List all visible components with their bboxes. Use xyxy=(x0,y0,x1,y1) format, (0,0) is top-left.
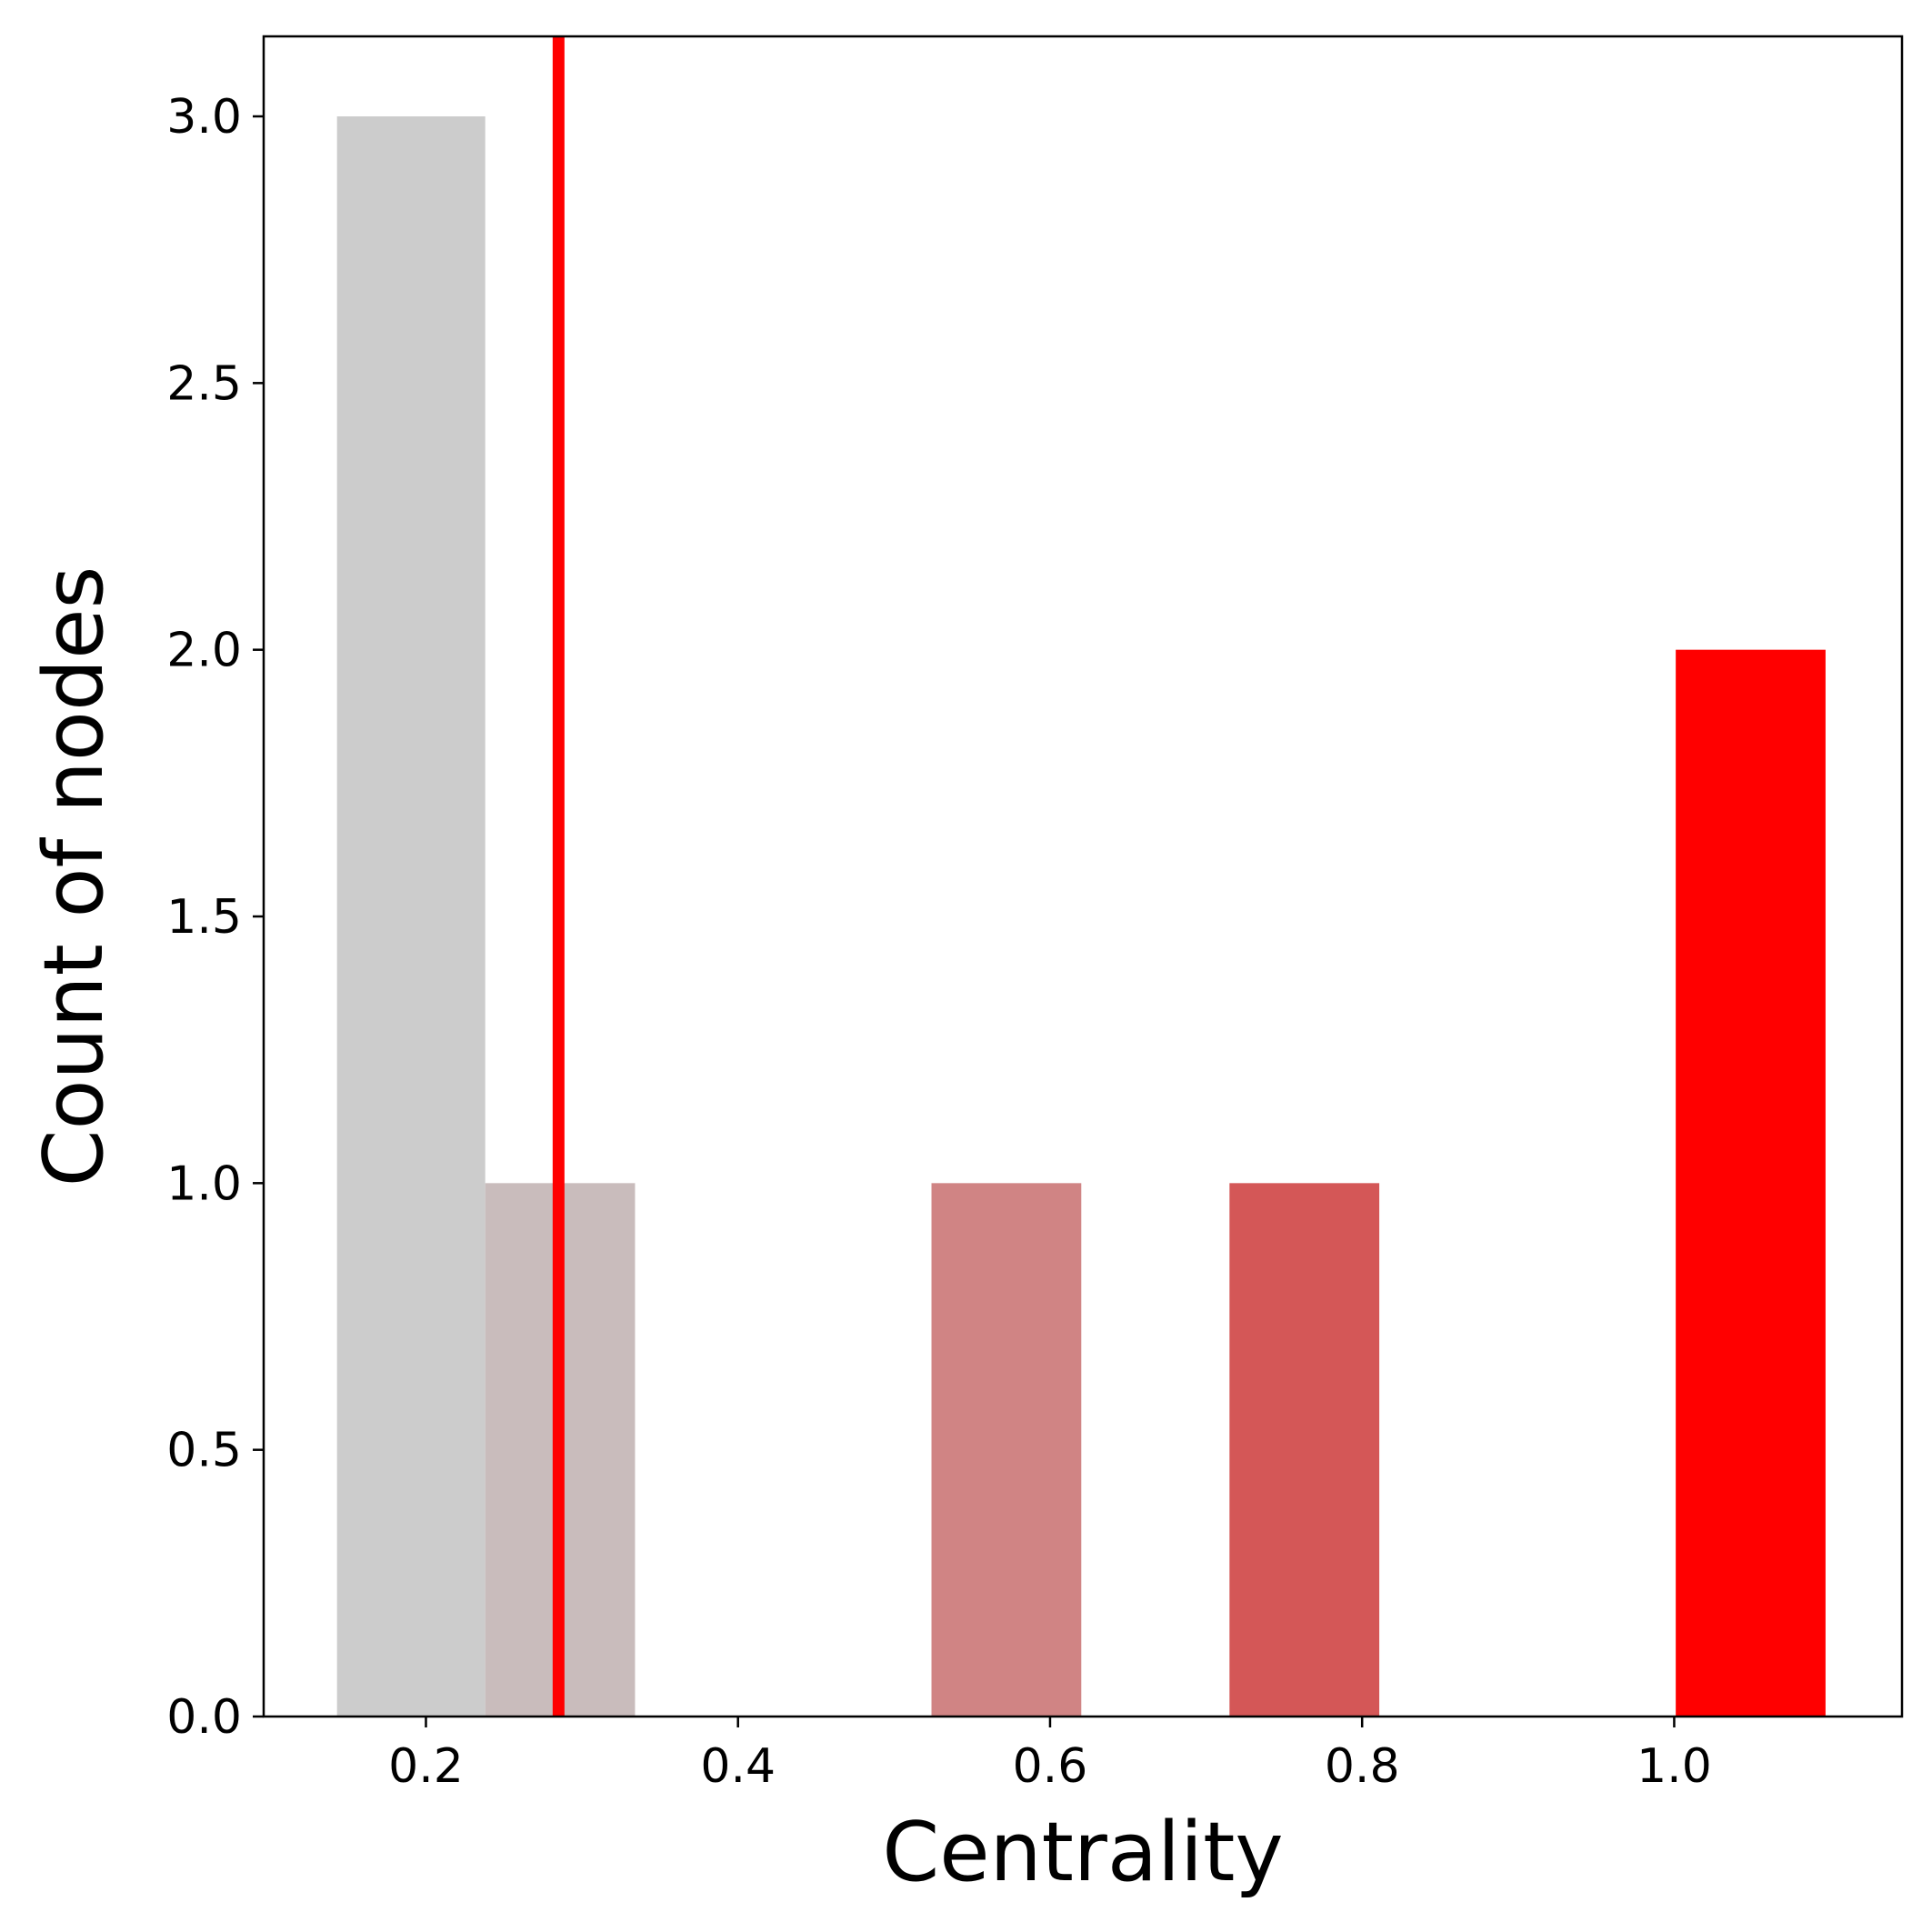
y-axis-title: Count of nodes xyxy=(26,566,122,1187)
plot-frame xyxy=(262,35,1904,1718)
bars-layer xyxy=(336,116,1826,1717)
histogram-bar-4 xyxy=(1229,1183,1380,1717)
histogram-bar-3 xyxy=(931,1183,1082,1717)
x-axis-title: Centrality xyxy=(882,1805,1283,1900)
x-tick-label: 1.0 xyxy=(1637,1739,1712,1794)
y-tick-label: 1.5 xyxy=(166,890,242,945)
y-tick-label: 2.0 xyxy=(166,624,242,678)
y-tick-label: 0.5 xyxy=(166,1424,242,1478)
x-tick-label: 0.4 xyxy=(700,1739,776,1794)
histogram-bar-5 xyxy=(1676,649,1826,1717)
x-tick-label: 0.6 xyxy=(1013,1739,1088,1794)
y-tick-label: 2.5 xyxy=(166,356,242,411)
y-tick-label: 1.0 xyxy=(166,1156,242,1211)
x-tick-label: 0.2 xyxy=(388,1739,464,1794)
x-tick-label: 0.8 xyxy=(1325,1739,1400,1794)
x-axis-ticks: 0.2 0.4 0.6 0.8 1.0 xyxy=(388,1717,1712,1794)
y-tick-label: 0.0 xyxy=(166,1690,242,1745)
y-axis-ticks: 0.0 0.5 1.0 1.5 2.0 2.5 3.0 xyxy=(166,90,264,1745)
y-tick-label: 3.0 xyxy=(166,90,242,145)
histogram-bar-1 xyxy=(336,116,486,1717)
